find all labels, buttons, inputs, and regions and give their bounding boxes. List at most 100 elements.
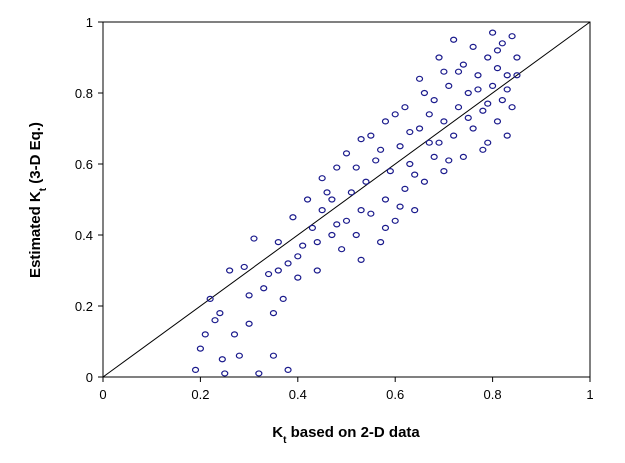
point <box>459 61 467 68</box>
y-label-part: Estimated K <box>27 191 44 278</box>
x-label-sub: t <box>283 435 287 446</box>
x-axis-label: Kt based on 2-D data <box>272 424 420 446</box>
point <box>479 107 487 114</box>
point <box>264 270 273 278</box>
point <box>391 217 399 224</box>
point <box>279 295 287 302</box>
point <box>206 295 214 302</box>
point <box>459 153 467 160</box>
point <box>333 164 341 171</box>
point <box>342 150 351 157</box>
point <box>420 178 429 185</box>
point <box>221 370 229 377</box>
point <box>294 253 302 260</box>
y-tick-label: 0.6 <box>75 157 93 172</box>
point <box>328 196 336 203</box>
point <box>352 231 360 239</box>
y-tick-label: 0 <box>86 370 93 385</box>
point <box>425 139 433 146</box>
x-tick-label: 0 <box>99 387 106 402</box>
point <box>493 47 502 54</box>
point <box>362 178 370 185</box>
point <box>250 235 258 242</box>
point <box>430 96 438 104</box>
point <box>415 125 424 132</box>
y-label-part: (3-D Eq.) <box>27 122 44 188</box>
point <box>513 72 521 79</box>
point <box>493 118 502 125</box>
point <box>216 310 224 317</box>
point <box>503 132 511 139</box>
point <box>347 189 355 196</box>
point <box>445 157 453 164</box>
point <box>357 136 365 143</box>
point <box>357 207 365 214</box>
point <box>484 139 492 146</box>
point <box>284 366 292 373</box>
point <box>406 160 414 168</box>
point <box>376 239 385 246</box>
point <box>391 111 399 118</box>
point <box>406 128 414 136</box>
point <box>318 175 326 182</box>
point <box>479 146 487 153</box>
point <box>333 221 341 228</box>
point <box>415 75 424 82</box>
x-tick-label: 0.4 <box>289 387 307 402</box>
point <box>440 118 448 125</box>
point <box>226 267 234 274</box>
point <box>469 43 477 50</box>
point <box>201 331 209 338</box>
point <box>381 118 390 125</box>
y-tick-label: 1 <box>86 15 93 30</box>
point <box>454 104 463 111</box>
point <box>450 36 458 43</box>
identity-line <box>102 21 591 378</box>
point <box>342 217 351 224</box>
point <box>484 100 492 107</box>
point <box>269 310 278 317</box>
point <box>508 33 516 40</box>
point <box>245 320 253 327</box>
point <box>211 317 219 324</box>
point <box>328 231 336 239</box>
point <box>308 224 317 231</box>
point <box>294 274 302 281</box>
x-tick-label: 0.8 <box>484 387 502 402</box>
point <box>425 111 433 118</box>
point <box>420 89 429 97</box>
point <box>440 168 448 175</box>
point <box>323 189 331 196</box>
point <box>376 146 385 153</box>
point <box>303 196 312 203</box>
x-tick-label: 0.2 <box>191 387 209 402</box>
x-tick-label: 0.6 <box>386 387 404 402</box>
point <box>435 54 443 61</box>
point <box>498 40 506 47</box>
y-axis-label: Estimated Kt (3-D Eq.) <box>27 122 49 278</box>
point <box>503 72 511 79</box>
x-tick-label: 1 <box>586 387 593 402</box>
point <box>357 256 365 263</box>
y-tick-label: 0.4 <box>75 228 93 243</box>
point <box>284 260 292 267</box>
point <box>454 68 463 75</box>
point <box>313 239 321 246</box>
point <box>381 196 390 203</box>
y-label-sub: t <box>38 187 49 191</box>
point <box>469 125 477 132</box>
point <box>274 239 282 246</box>
point <box>318 207 326 214</box>
point <box>411 207 419 214</box>
point <box>255 370 263 377</box>
point <box>484 54 492 61</box>
point <box>464 114 472 121</box>
point <box>474 86 482 93</box>
point <box>313 267 321 274</box>
point <box>498 96 506 104</box>
point <box>289 214 297 221</box>
point <box>196 345 204 352</box>
point <box>260 285 268 292</box>
point <box>430 153 438 160</box>
